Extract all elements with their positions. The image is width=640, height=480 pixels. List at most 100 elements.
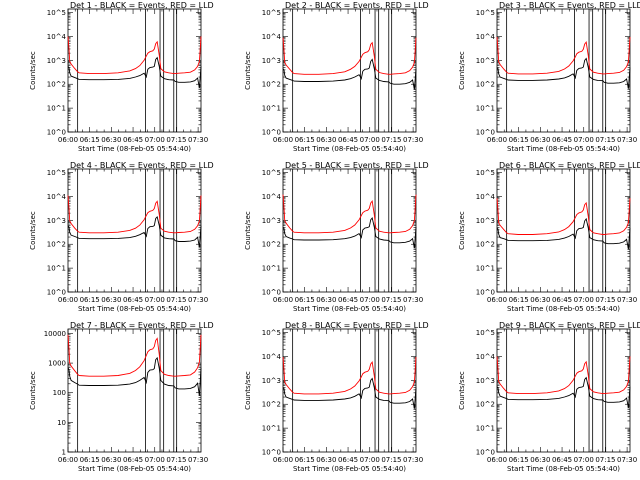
x-tick-label: 07:15	[166, 296, 186, 304]
y-axis-label: Counts/sec	[244, 371, 252, 410]
x-tick-label: 06:45	[552, 296, 572, 304]
y-tick-label: 10^5	[262, 169, 281, 177]
y-tick-label: 10^0	[262, 449, 281, 457]
plot-frame	[282, 168, 417, 293]
x-tick-label: 07:15	[381, 296, 401, 304]
series-line-events	[67, 215, 202, 248]
x-tick-label: 07:30	[188, 136, 208, 144]
x-axis-label: Start Time (08-Feb-05 05:54:40)	[507, 465, 620, 473]
y-tick-label: 10^5	[262, 329, 281, 337]
y-tick-label: 10^0	[476, 289, 495, 297]
y-tick-label: 10^0	[47, 289, 66, 297]
y-tick-label: 10^3	[262, 57, 281, 65]
x-tick-label: 07:00	[574, 296, 594, 304]
x-tick-label: 06:00	[58, 136, 78, 144]
x-tick-label: 07:15	[595, 136, 615, 144]
x-tick-label: 07:30	[188, 456, 208, 464]
chart-panel-8: Det 8 - BLACK = Events, RED = LLD Counts/…	[244, 321, 429, 473]
y-axis-label: Counts/sec	[29, 371, 37, 410]
x-tick-label: 06:45	[338, 136, 358, 144]
series-line-lld	[496, 36, 631, 75]
x-tick-label: 07:00	[360, 296, 380, 304]
y-tick-label: 10^5	[47, 169, 66, 177]
x-tick-label: 06:00	[273, 296, 293, 304]
series-line-events	[67, 356, 202, 396]
y-tick-label: 10^2	[47, 81, 66, 89]
x-tick-label: 06:15	[509, 136, 529, 144]
x-axis-label: Start Time (08-Feb-05 05:54:40)	[507, 305, 620, 313]
y-tick-label: 1	[62, 449, 66, 457]
y-tick-label: 10^1	[476, 425, 495, 433]
x-tick-label: 06:00	[58, 456, 78, 464]
x-tick-label: 06:30	[101, 136, 121, 144]
chart-panel-1: Det 1 - BLACK = Events, RED = LLD Counts/…	[29, 1, 214, 153]
y-tick-label: 10^4	[476, 193, 496, 201]
x-tick-label: 07:15	[595, 456, 615, 464]
series-line-lld	[496, 356, 631, 395]
x-tick-label: 06:30	[530, 456, 550, 464]
series-line-events	[282, 58, 417, 90]
y-tick-label: 10^1	[262, 425, 281, 433]
chart-title: Det 8 - BLACK = Events, RED = LLD	[285, 321, 429, 330]
y-tick-label: 100	[53, 389, 66, 397]
x-tick-label: 06:15	[295, 296, 315, 304]
y-tick-label: 10^3	[476, 217, 495, 225]
x-axis-label: Start Time (08-Feb-05 05:54:40)	[293, 465, 406, 473]
plot-frame	[282, 328, 417, 453]
series-line-lld	[67, 36, 202, 75]
y-tick-label: 10^4	[262, 193, 282, 201]
y-tick-label: 10^3	[476, 57, 495, 65]
x-tick-label: 07:30	[617, 296, 637, 304]
y-tick-label: 10^1	[476, 105, 495, 113]
plot-frame	[282, 8, 417, 133]
y-tick-label: 10^2	[476, 241, 495, 249]
y-tick-label: 10^1	[47, 265, 66, 273]
y-tick-label: 10^1	[47, 105, 66, 113]
x-tick-label: 06:15	[509, 456, 529, 464]
plot-frame	[67, 168, 202, 293]
y-tick-label: 10^1	[476, 265, 495, 273]
y-tick-label: 10^5	[47, 9, 66, 17]
x-tick-label: 07:15	[381, 456, 401, 464]
y-tick-label: 10^2	[262, 241, 281, 249]
x-tick-label: 06:45	[552, 136, 572, 144]
x-tick-label: 06:00	[273, 136, 293, 144]
y-tick-label: 10^2	[47, 241, 66, 249]
x-tick-label: 06:45	[338, 456, 358, 464]
y-axis-label: Counts/sec	[244, 211, 252, 250]
y-tick-label: 10^5	[476, 169, 495, 177]
y-tick-label: 10^0	[47, 129, 66, 137]
x-tick-label: 06:15	[80, 296, 100, 304]
chart-panel-3: Det 3 - BLACK = Events, RED = LLD Counts/…	[458, 1, 640, 153]
x-tick-label: 07:30	[403, 136, 423, 144]
y-tick-label: 10^2	[476, 401, 495, 409]
y-tick-label: 10^1	[262, 265, 281, 273]
y-tick-label: 10^3	[262, 377, 281, 385]
x-tick-label: 06:00	[273, 456, 293, 464]
x-tick-label: 06:30	[316, 136, 336, 144]
x-tick-label: 06:15	[509, 296, 529, 304]
chart-panel-9: Det 9 - BLACK = Events, RED = LLD Counts/…	[458, 321, 640, 473]
x-tick-label: 07:15	[595, 296, 615, 304]
series-line-events	[282, 217, 417, 249]
x-tick-label: 06:45	[123, 456, 143, 464]
plot-frame	[67, 328, 202, 453]
x-tick-label: 06:15	[295, 456, 315, 464]
chart-title: Det 1 - BLACK = Events, RED = LLD	[70, 1, 214, 10]
x-tick-label: 07:00	[360, 136, 380, 144]
y-tick-label: 10^4	[476, 33, 496, 41]
series-line-events	[67, 56, 202, 88]
x-tick-label: 07:00	[574, 136, 594, 144]
y-tick-label: 10^5	[476, 329, 495, 337]
x-tick-label: 06:30	[530, 136, 550, 144]
x-tick-label: 06:30	[530, 296, 550, 304]
x-axis-label: Start Time (08-Feb-05 05:54:40)	[78, 465, 191, 473]
x-tick-label: 06:30	[316, 456, 336, 464]
x-axis-label: Start Time (08-Feb-05 05:54:40)	[293, 305, 406, 313]
y-tick-label: 10^2	[476, 81, 495, 89]
chart-panel-4: Det 4 - BLACK = Events, RED = LLD Counts/…	[29, 161, 214, 313]
chart-panel-6: Det 6 - BLACK = Events, RED = LLD Counts/…	[458, 161, 640, 313]
chart-title: Det 6 - BLACK = Events, RED = LLD	[499, 161, 640, 170]
y-tick-label: 10^2	[262, 401, 281, 409]
